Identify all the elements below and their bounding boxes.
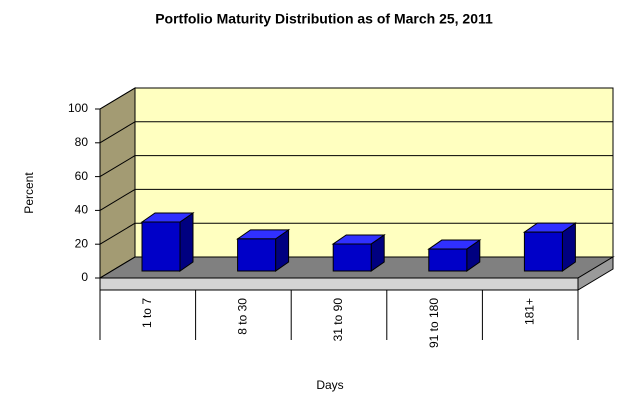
y-tick-label: 40	[75, 203, 89, 217]
bar	[522, 222, 578, 272]
y-tick-label: 60	[75, 169, 89, 183]
x-tick-label: 1 to 7	[140, 298, 154, 328]
y-tick-label: 20	[75, 236, 89, 250]
grid-line	[99, 121, 136, 144]
side-wall	[99, 87, 136, 279]
floor-front	[99, 277, 579, 291]
y-tick-label: 0	[81, 270, 88, 284]
y-axis-label: Percent	[22, 172, 36, 214]
y-tick-label: 100	[68, 101, 88, 115]
bar-front	[141, 221, 181, 272]
bar	[140, 212, 195, 272]
bar-front	[332, 243, 372, 272]
bar	[427, 239, 482, 272]
grid-line	[99, 188, 136, 211]
x-tick-label: 31 to 90	[331, 298, 345, 342]
x-tick-label: 181+	[522, 298, 536, 325]
x-axis-label: Days	[316, 378, 343, 392]
grid-line	[99, 222, 136, 245]
bar	[235, 228, 291, 272]
grid-line	[99, 256, 136, 279]
bar-side	[179, 212, 194, 272]
grid-line	[99, 155, 136, 178]
bar-front	[428, 248, 468, 272]
bar	[331, 234, 386, 272]
y-tick-label: 80	[75, 135, 89, 149]
bar-front	[237, 238, 277, 272]
floor-side	[577, 256, 614, 291]
x-tick-label: 91 to 180	[427, 298, 441, 348]
x-tick-label: 8 to 30	[236, 298, 250, 335]
grid-line	[99, 87, 136, 110]
bar-front	[523, 231, 563, 272]
chart-title: Portfolio Maturity Distribution as of Ma…	[155, 11, 493, 27]
